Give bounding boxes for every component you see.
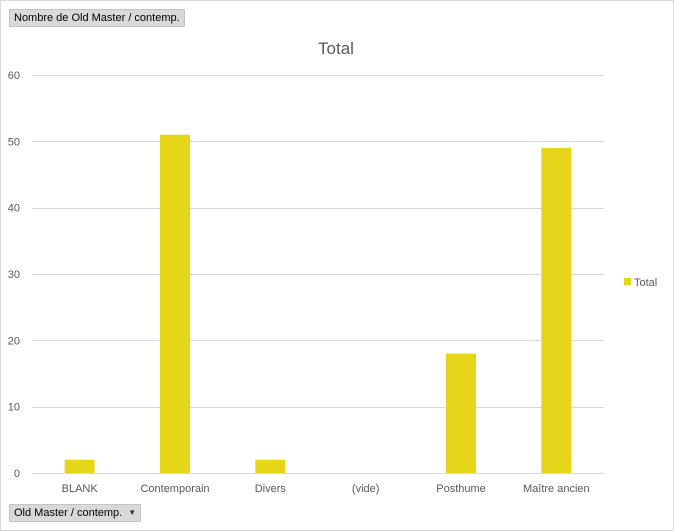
- bar[interactable]: [255, 459, 286, 473]
- y-tick-label: 20: [8, 335, 20, 347]
- y-tick-label: 30: [8, 269, 20, 281]
- bar[interactable]: [160, 134, 190, 473]
- values-field-button[interactable]: Nombre de Old Master / contemp.: [9, 9, 185, 27]
- values-field-label: Nombre de Old Master / contemp.: [14, 12, 180, 24]
- legend-swatch: [624, 278, 631, 285]
- bars: [64, 134, 572, 473]
- dropdown-arrow-icon: ▼: [128, 508, 137, 518]
- y-tick-label: 10: [8, 402, 20, 414]
- legend: Total: [624, 277, 657, 289]
- y-tick-label: 50: [8, 136, 20, 148]
- bar[interactable]: [446, 353, 476, 473]
- x-tick-label: Posthume: [436, 483, 486, 495]
- legend-label: Total: [634, 277, 657, 289]
- x-tick-label: Contemporain: [140, 483, 209, 495]
- y-tick-label: 60: [8, 70, 20, 82]
- y-axis-ticks: 0 10 20 30 40 50 60: [8, 70, 20, 480]
- y-tick-label: 40: [8, 203, 20, 215]
- chart-title: Total: [318, 39, 354, 58]
- axis-field-button[interactable]: Old Master / contemp. ▼: [9, 504, 142, 522]
- x-axis-ticks: BLANK Contemporain Divers (vide) Posthume Maî…: [62, 483, 590, 495]
- y-tick-label: 0: [14, 468, 20, 480]
- x-tick-label: BLANK: [62, 483, 99, 495]
- x-tick-label: Maître ancien: [523, 483, 590, 495]
- axis-field-label: Old Master / contemp.: [14, 507, 123, 519]
- x-tick-label: (vide): [352, 483, 380, 495]
- x-tick-label: Divers: [255, 483, 287, 495]
- bar[interactable]: [541, 147, 572, 473]
- gridlines: [32, 75, 604, 474]
- bar[interactable]: [64, 459, 95, 473]
